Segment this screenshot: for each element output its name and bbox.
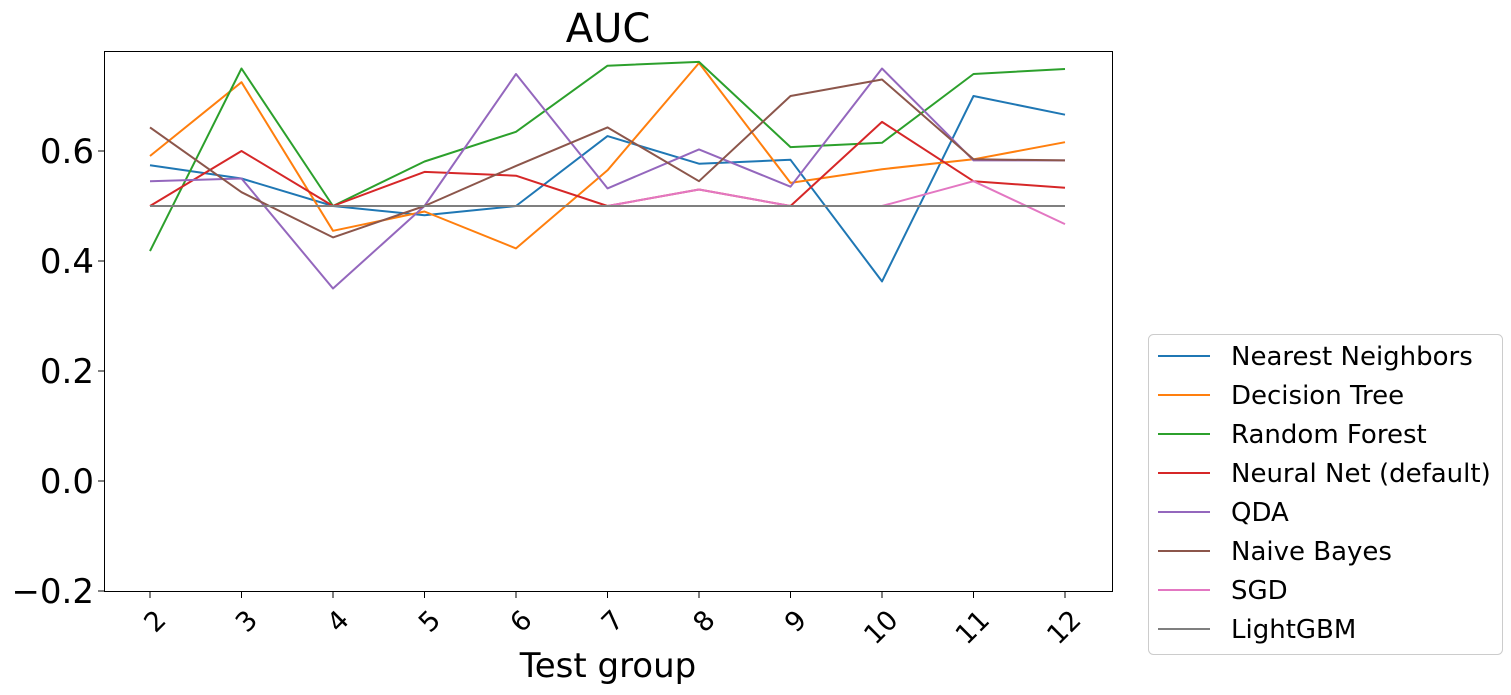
x-tick-label: 7: [596, 605, 630, 639]
legend-label: Random Forest: [1231, 420, 1427, 450]
legend-label: SGD: [1231, 576, 1288, 606]
x-axis-label: Test group: [519, 646, 697, 686]
x-tick-label: 10: [858, 605, 904, 651]
x-tick-label: 4: [321, 605, 355, 639]
legend-item: Random Forest: [1158, 420, 1427, 450]
legend-label: QDA: [1231, 498, 1289, 528]
legend-item: LightGBM: [1158, 615, 1356, 645]
x-tick-label: 6: [504, 605, 538, 639]
y-tick-label: 0.0: [40, 462, 94, 502]
series-line-1: [149, 62, 1066, 250]
y-axis: −0.2 0.0 0.2 0.4 0.6: [11, 132, 105, 612]
x-tick-label: 2: [138, 605, 172, 639]
series-line-4: [149, 67, 1065, 290]
legend-label: Neural Net (default): [1231, 459, 1491, 489]
legend-item: Naive Bayes: [1158, 537, 1392, 567]
y-tick-label: 0.4: [40, 242, 94, 282]
series-line-5: [149, 78, 1066, 239]
series-line-0: [149, 95, 1066, 283]
legend-item: QDA: [1158, 498, 1289, 528]
legend-label: Naive Bayes: [1231, 537, 1392, 567]
plot-frame: [104, 51, 1113, 592]
legend-item: SGD: [1158, 576, 1288, 606]
y-tick-label: −0.2: [11, 572, 94, 612]
legend: Nearest Neighbors Decision Tree Random For…: [1148, 334, 1503, 655]
x-tick-label: 3: [230, 605, 264, 639]
x-tick-label: 9: [779, 605, 813, 639]
x-tick-label: 8: [687, 605, 721, 639]
x-tick-label: 12: [1041, 605, 1087, 651]
y-tick-label: 0.6: [40, 132, 94, 172]
series-line-2: [149, 60, 1066, 252]
legend-label: Decision Tree: [1231, 381, 1404, 411]
chart-title: AUC: [566, 6, 651, 52]
y-tick-label: 0.2: [40, 352, 94, 392]
legend-item: Neural Net (default): [1158, 459, 1491, 489]
x-axis: 2 3 4 5 6 7 8 9 10 11 12: [138, 591, 1088, 651]
legend-item: Nearest Neighbors: [1158, 342, 1473, 372]
legend-box: [1148, 334, 1503, 655]
series-lines: [149, 60, 1066, 290]
legend-label: LightGBM: [1231, 615, 1356, 645]
x-tick-label: 5: [413, 605, 447, 639]
x-tick-label: 11: [950, 605, 996, 651]
legend-label: Nearest Neighbors: [1231, 342, 1473, 372]
legend-item: Decision Tree: [1158, 381, 1404, 411]
